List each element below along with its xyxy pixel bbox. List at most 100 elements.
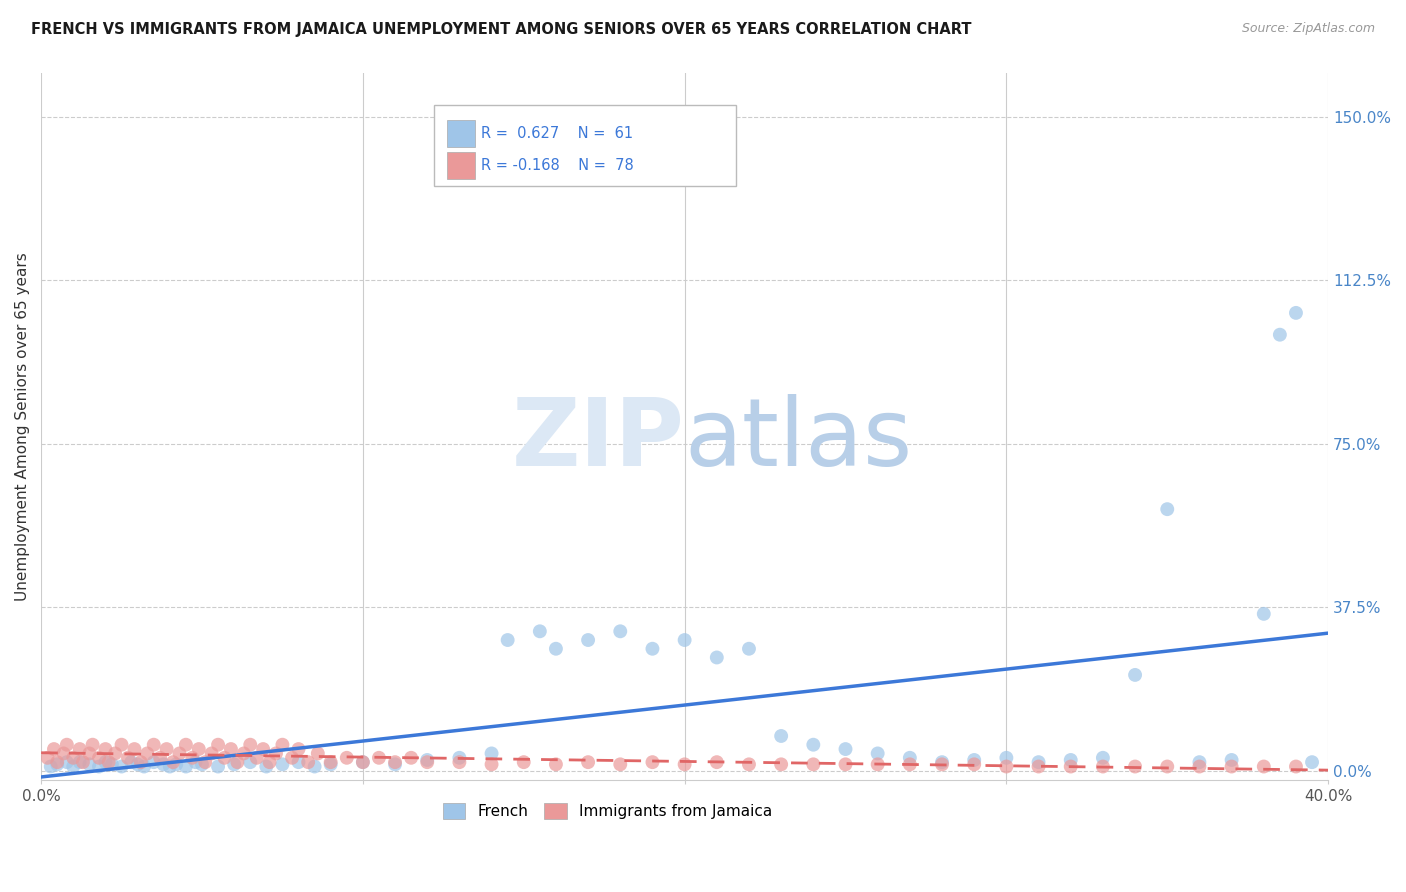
Point: [995, 759, 1018, 773]
Point: [201, 747, 224, 761]
Point: [496, 633, 519, 648]
Text: ZIP: ZIP: [512, 394, 685, 486]
Point: [142, 755, 165, 769]
Point: [544, 641, 567, 656]
Point: [184, 755, 207, 769]
Point: [120, 755, 142, 769]
Point: [226, 755, 249, 769]
Point: [352, 755, 374, 769]
Point: [129, 755, 152, 769]
Point: [641, 641, 664, 656]
Point: [1220, 753, 1243, 767]
Point: [1253, 607, 1275, 621]
Point: [1028, 755, 1050, 769]
Point: [252, 742, 274, 756]
Text: R = -0.168    N =  78: R = -0.168 N = 78: [481, 158, 634, 173]
Point: [152, 757, 174, 772]
Point: [232, 747, 254, 761]
Point: [449, 755, 471, 769]
Point: [1060, 759, 1083, 773]
Point: [127, 757, 149, 772]
Point: [963, 757, 986, 772]
Point: [641, 755, 664, 769]
Point: [62, 751, 84, 765]
Point: [1188, 759, 1211, 773]
Bar: [447, 120, 475, 147]
Text: FRENCH VS IMMIGRANTS FROM JAMAICA UNEMPLOYMENT AMONG SENIORS OVER 65 YEARS CORRE: FRENCH VS IMMIGRANTS FROM JAMAICA UNEMPL…: [31, 22, 972, 37]
Point: [1188, 755, 1211, 769]
Point: [513, 755, 536, 769]
Point: [191, 757, 214, 772]
Y-axis label: Unemployment Among Seniors over 65 years: Unemployment Among Seniors over 65 years: [15, 252, 30, 600]
Point: [319, 755, 342, 769]
Point: [995, 751, 1018, 765]
Point: [384, 755, 406, 769]
Point: [481, 757, 503, 772]
Point: [866, 747, 889, 761]
Point: [931, 755, 953, 769]
Point: [384, 757, 406, 772]
Point: [416, 753, 439, 767]
Point: [898, 757, 921, 772]
Point: [576, 633, 599, 648]
Point: [187, 742, 209, 756]
Point: [287, 755, 309, 769]
Point: [39, 759, 62, 773]
Point: [319, 757, 342, 772]
Point: [576, 755, 599, 769]
Point: [1123, 668, 1146, 682]
Point: [544, 757, 567, 772]
Point: [297, 755, 319, 769]
Point: [207, 759, 229, 773]
Point: [529, 624, 551, 639]
Point: [1028, 759, 1050, 773]
Point: [281, 751, 304, 765]
Point: [449, 751, 471, 765]
Point: [56, 755, 79, 769]
Point: [801, 757, 824, 772]
Point: [770, 729, 793, 743]
Bar: [447, 153, 475, 179]
Point: [87, 759, 110, 773]
Text: Source: ZipAtlas.com: Source: ZipAtlas.com: [1241, 22, 1375, 36]
Point: [94, 755, 117, 769]
Point: [46, 755, 69, 769]
Point: [254, 759, 277, 773]
Point: [239, 738, 262, 752]
Point: [165, 757, 187, 772]
Point: [69, 742, 91, 756]
Point: [37, 751, 59, 765]
Point: [1253, 759, 1275, 773]
Text: atlas: atlas: [685, 394, 912, 486]
Point: [416, 755, 439, 769]
Point: [42, 742, 65, 756]
Point: [1156, 759, 1178, 773]
Point: [224, 757, 246, 772]
Point: [706, 755, 728, 769]
Point: [52, 747, 75, 761]
Point: [136, 747, 159, 761]
Point: [162, 755, 184, 769]
Point: [46, 757, 69, 772]
Point: [124, 742, 146, 756]
Point: [1301, 755, 1323, 769]
Point: [287, 742, 309, 756]
Point: [69, 755, 91, 769]
Point: [1060, 753, 1083, 767]
Point: [1091, 759, 1114, 773]
Point: [673, 757, 696, 772]
Point: [79, 757, 101, 772]
Point: [155, 742, 177, 756]
Point: [174, 759, 197, 773]
Point: [56, 738, 79, 752]
Point: [259, 755, 281, 769]
Point: [264, 747, 287, 761]
Point: [1156, 502, 1178, 516]
Point: [97, 755, 120, 769]
Point: [94, 742, 117, 756]
FancyBboxPatch shape: [433, 104, 737, 186]
Point: [214, 751, 236, 765]
Point: [307, 747, 329, 761]
Point: [352, 755, 374, 769]
Point: [110, 759, 132, 773]
